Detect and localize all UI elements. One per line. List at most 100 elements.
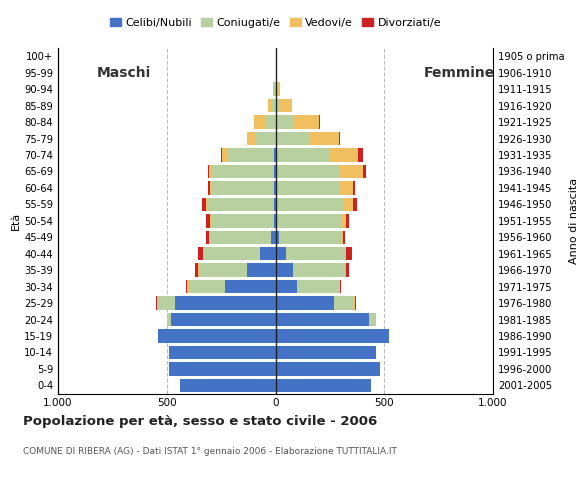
Bar xyxy=(210,214,211,228)
Text: Popolazione per età, sesso e stato civile - 2006: Popolazione per età, sesso e stato civil… xyxy=(23,415,378,428)
Bar xyxy=(202,198,206,211)
Bar xyxy=(204,247,260,261)
Bar xyxy=(158,296,175,310)
Bar xyxy=(287,247,345,261)
Bar xyxy=(264,115,276,129)
Bar xyxy=(276,66,277,79)
Bar xyxy=(210,181,211,194)
Bar xyxy=(211,181,274,194)
Bar xyxy=(334,296,354,310)
Bar xyxy=(195,264,198,277)
Bar xyxy=(171,313,276,326)
Bar xyxy=(340,181,353,194)
Bar xyxy=(279,230,341,244)
Bar xyxy=(156,296,157,310)
Bar xyxy=(297,280,339,293)
Bar xyxy=(198,247,202,261)
Bar xyxy=(209,230,210,244)
Bar xyxy=(202,247,204,261)
Bar xyxy=(276,99,279,112)
Text: Maschi: Maschi xyxy=(97,66,151,80)
Bar xyxy=(198,264,200,277)
Bar xyxy=(293,264,345,277)
Bar xyxy=(276,247,287,261)
Bar xyxy=(221,148,222,162)
Bar xyxy=(339,165,362,178)
Bar xyxy=(276,379,371,392)
Bar xyxy=(310,132,339,145)
Bar xyxy=(277,181,340,194)
Text: COMUNE DI RIBERA (AG) - Dati ISTAT 1° gennaio 2006 - Elaborazione TUTTITALIA.IT: COMUNE DI RIBERA (AG) - Dati ISTAT 1° ge… xyxy=(23,446,397,456)
Bar xyxy=(276,181,277,194)
Bar xyxy=(339,132,340,145)
Bar xyxy=(276,329,389,343)
Legend: Celibi/Nubili, Coniugati/e, Vedovi/e, Divorziati/e: Celibi/Nubili, Coniugati/e, Vedovi/e, Di… xyxy=(106,14,445,33)
Bar xyxy=(276,165,339,178)
Bar xyxy=(276,362,380,376)
Bar xyxy=(339,280,340,293)
Bar xyxy=(276,83,280,96)
Bar xyxy=(346,247,351,261)
Bar xyxy=(188,280,226,293)
Bar xyxy=(274,165,276,178)
Bar xyxy=(345,247,346,261)
Bar xyxy=(206,214,210,228)
Bar xyxy=(273,83,274,96)
Bar xyxy=(362,165,366,178)
Bar xyxy=(208,165,209,178)
Bar xyxy=(169,362,276,376)
Bar xyxy=(187,280,188,293)
Text: Femmine: Femmine xyxy=(423,66,495,80)
Bar xyxy=(276,198,277,211)
Bar xyxy=(276,313,369,326)
Bar xyxy=(158,329,276,343)
Bar xyxy=(186,280,187,293)
Bar xyxy=(247,264,276,277)
Bar xyxy=(209,165,211,178)
Bar xyxy=(355,296,356,310)
Bar xyxy=(342,214,346,228)
Bar xyxy=(276,214,277,228)
Bar xyxy=(354,296,355,310)
Bar xyxy=(210,230,271,244)
Bar xyxy=(274,181,276,194)
Bar xyxy=(293,115,319,129)
Bar xyxy=(277,198,344,211)
Bar xyxy=(206,230,209,244)
Bar xyxy=(200,264,247,277)
Bar xyxy=(207,198,274,211)
Bar xyxy=(274,214,276,228)
Bar xyxy=(274,83,276,96)
Bar xyxy=(346,264,349,277)
Bar xyxy=(345,264,346,277)
Bar xyxy=(254,115,264,129)
Bar xyxy=(274,148,276,162)
Bar xyxy=(256,132,276,145)
Bar xyxy=(358,148,362,162)
Bar xyxy=(274,198,276,211)
Bar xyxy=(369,313,376,326)
Bar xyxy=(343,230,345,244)
Bar xyxy=(208,181,210,194)
Bar xyxy=(222,148,227,162)
Bar xyxy=(260,247,276,261)
Bar xyxy=(276,264,293,277)
Bar xyxy=(276,148,330,162)
Bar xyxy=(353,198,357,211)
Bar xyxy=(157,296,158,310)
Bar xyxy=(276,230,279,244)
Bar xyxy=(272,99,276,112)
Bar xyxy=(271,230,276,244)
Bar xyxy=(211,165,274,178)
Bar xyxy=(340,280,341,293)
Bar xyxy=(319,115,320,129)
Bar xyxy=(276,296,334,310)
Bar xyxy=(276,280,297,293)
Bar xyxy=(276,346,376,359)
Bar xyxy=(276,115,293,129)
Bar xyxy=(344,198,353,211)
Bar xyxy=(211,214,274,228)
Y-axis label: Età: Età xyxy=(11,212,21,230)
Bar xyxy=(341,230,343,244)
Bar xyxy=(169,346,276,359)
